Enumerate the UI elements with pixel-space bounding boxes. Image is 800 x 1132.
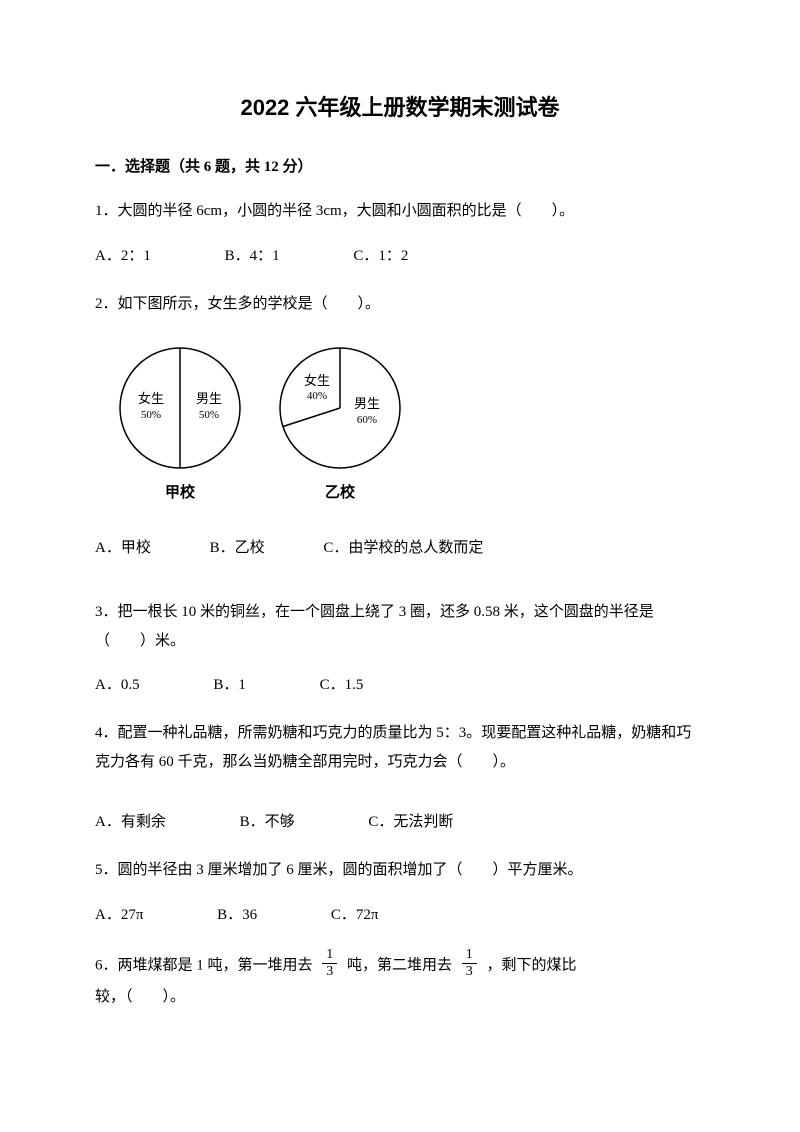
- q1-opt-b: B．4：1: [225, 244, 280, 268]
- q2-opt-c: C．由学校的总人数而定: [323, 536, 483, 560]
- q1-opt-c: C．1：2: [353, 244, 408, 268]
- q6-text-3: ，剩下的煤比: [487, 957, 577, 973]
- q2-opt-b: B．乙校: [210, 536, 265, 560]
- q4-options: A．有剩余 B．不够 C．无法判断: [95, 810, 705, 834]
- q5-text: 5．圆的半径由 3 厘米增加了 6 厘米，圆的面积增加了（ ）平方厘米。: [95, 856, 705, 885]
- question-5: 5．圆的半径由 3 厘米增加了 6 厘米，圆的面积增加了（ ）平方厘米。 A．2…: [95, 856, 705, 927]
- pie-2-container: 女生 40% 男生 60% 乙校: [275, 343, 405, 505]
- frac1-den: 3: [322, 964, 337, 981]
- pie2-right-label: 男生: [354, 396, 380, 411]
- q6-text-2: 吨，第二堆用去: [347, 957, 452, 973]
- question-6: 6．两堆煤都是 1 吨，第一堆用去 1 3 吨，第二堆用去 1 3 ，剩下的煤比…: [95, 949, 705, 1012]
- question-3: 3．把一根长 10 米的铜丝，在一个圆盘上绕了 3 圈，还多 0.58 米，这个…: [95, 598, 705, 697]
- q4-opt-a: A．有剩余: [95, 810, 166, 834]
- section-header: 一．选择题（共 6 题，共 12 分）: [95, 155, 705, 179]
- pie2-left-label: 女生: [304, 373, 330, 388]
- question-4: 4．配置一种礼品糖，所需奶糖和巧克力的质量比为 5：3。现要配置这种礼品糖，奶糖…: [95, 719, 705, 834]
- pie-chart-1: 女生 50% 男生 50%: [115, 343, 245, 473]
- question-2: 2．如下图所示，女生多的学校是（ ）。 女生 50% 男生 50% 甲校 女生 …: [95, 290, 705, 561]
- pie-1-container: 女生 50% 男生 50% 甲校: [115, 343, 245, 505]
- pie1-left-pct: 50%: [141, 409, 161, 421]
- pie1-left-label: 女生: [138, 391, 164, 406]
- exam-title: 2022 六年级上册数学期末测试卷: [95, 90, 705, 125]
- q5-opt-a: A．27π: [95, 903, 143, 927]
- q1-opt-a: A．2：1: [95, 244, 151, 268]
- q3-opt-c: C．1.5: [320, 673, 364, 697]
- q6-text-4: 较，（ ）。: [95, 989, 185, 1005]
- pie2-left-pct: 40%: [307, 390, 327, 402]
- fraction-1: 1 3: [322, 947, 337, 982]
- q3-opt-b: B．1: [213, 673, 246, 697]
- question-1: 1．大圆的半径 6cm，小圆的半径 3cm，大圆和小圆面积的比是（ ）。 A．2…: [95, 197, 705, 268]
- q3-opt-a: A．0.5: [95, 673, 140, 697]
- q2-opt-a: A．甲校: [95, 536, 151, 560]
- pie-charts-container: 女生 50% 男生 50% 甲校 女生 40% 男生 60% 乙校: [115, 343, 705, 505]
- pie1-right-label: 男生: [196, 391, 222, 406]
- pie-2-label: 乙校: [325, 481, 355, 505]
- q5-opt-c: C．72π: [331, 903, 379, 927]
- q1-text: 1．大圆的半径 6cm，小圆的半径 3cm，大圆和小圆面积的比是（ ）。: [95, 197, 705, 226]
- q4-opt-b: B．不够: [240, 810, 295, 834]
- pie1-right-pct: 50%: [199, 409, 219, 421]
- pie2-right-pct: 60%: [357, 414, 377, 426]
- frac2-den: 3: [462, 964, 477, 981]
- fraction-2: 1 3: [462, 947, 477, 982]
- q2-text: 2．如下图所示，女生多的学校是（ ）。: [95, 290, 705, 319]
- q6-text-1: 6．两堆煤都是 1 吨，第一堆用去: [95, 957, 313, 973]
- pie-chart-2: 女生 40% 男生 60%: [275, 343, 405, 473]
- q2-options: A．甲校 B．乙校 C．由学校的总人数而定: [95, 536, 705, 560]
- q3-text: 3．把一根长 10 米的铜丝，在一个圆盘上绕了 3 圈，还多 0.58 米，这个…: [95, 598, 705, 655]
- q5-opt-b: B．36: [217, 903, 257, 927]
- frac1-num: 1: [322, 947, 337, 965]
- q4-opt-c: C．无法判断: [368, 810, 453, 834]
- frac2-num: 1: [462, 947, 477, 965]
- q5-options: A．27π B．36 C．72π: [95, 903, 705, 927]
- q1-options: A．2：1 B．4：1 C．1：2: [95, 244, 705, 268]
- q6-text: 6．两堆煤都是 1 吨，第一堆用去 1 3 吨，第二堆用去 1 3 ，剩下的煤比…: [95, 949, 705, 1012]
- q4-text: 4．配置一种礼品糖，所需奶糖和巧克力的质量比为 5：3。现要配置这种礼品糖，奶糖…: [95, 719, 705, 776]
- q3-options: A．0.5 B．1 C．1.5: [95, 673, 705, 697]
- pie-1-label: 甲校: [165, 481, 195, 505]
